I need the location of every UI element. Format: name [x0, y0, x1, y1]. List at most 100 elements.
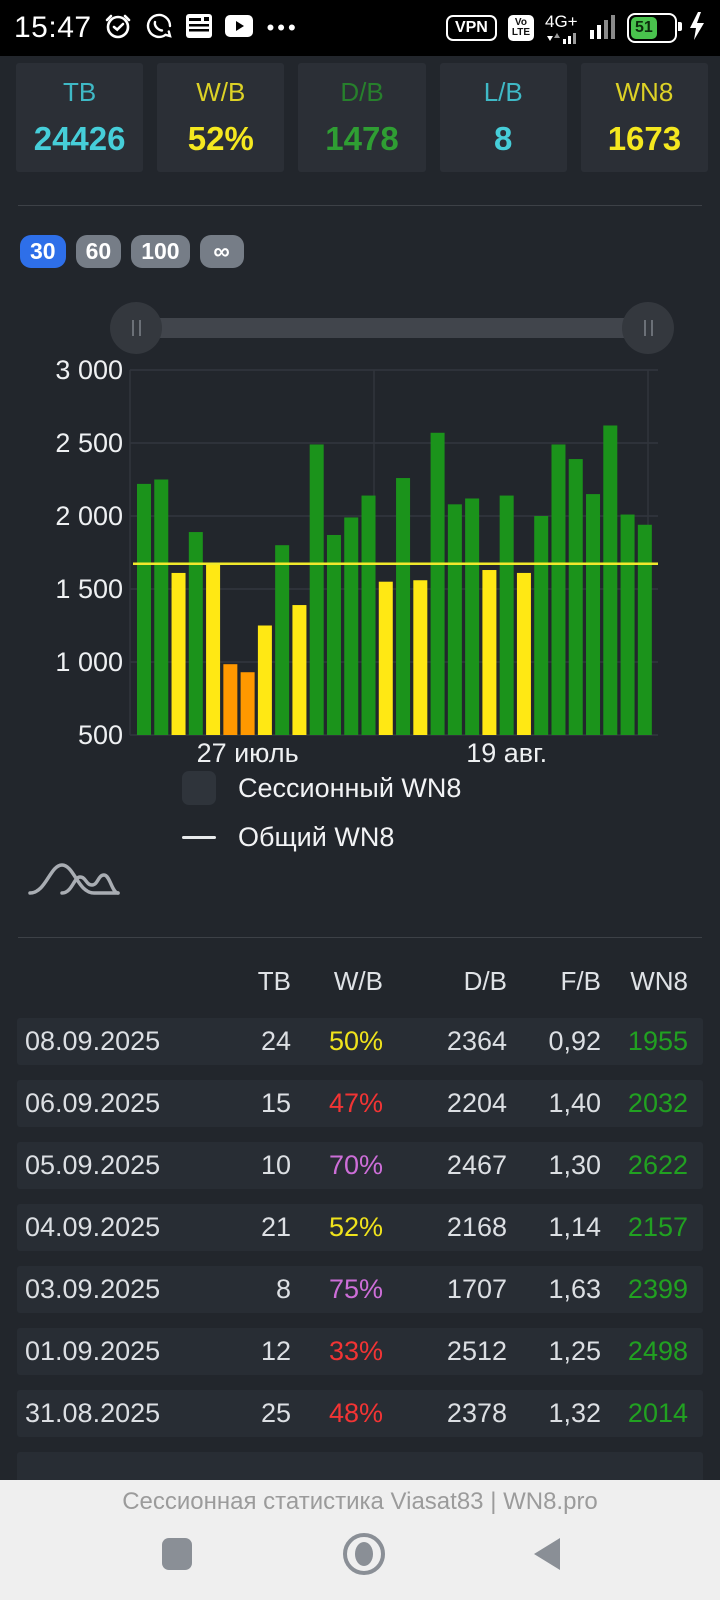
- cell-tb: 12: [260, 1336, 291, 1366]
- session-bar: [482, 570, 497, 735]
- range-slider[interactable]: [0, 301, 720, 355]
- session-bar: [292, 605, 307, 735]
- session-bar: [396, 478, 411, 735]
- cell-wn8: 2032: [627, 1088, 688, 1118]
- y-axis-tick: 2 500: [55, 428, 123, 458]
- table-row[interactable]: 01.09.2025 12 33% 2512 1,25 2498: [17, 1328, 703, 1375]
- session-bar: [326, 534, 341, 735]
- period-chip-30[interactable]: 30: [20, 235, 66, 268]
- period-chip-60[interactable]: 60: [75, 235, 122, 268]
- stat-card: TB 24426: [16, 63, 144, 172]
- divider: [18, 937, 702, 938]
- cell-fb: 0,92: [548, 1026, 601, 1056]
- table-row[interactable]: 31.08.2025 25 48% 2378 1,32 2014: [17, 1390, 703, 1437]
- cell-tb: 15: [260, 1088, 291, 1118]
- cell-wb: 75%: [328, 1274, 383, 1304]
- volte-badge: Vo LTE: [507, 15, 534, 41]
- signal-bars-icon: [590, 13, 616, 44]
- page-caption: Сессионная статистика Viasat83 | WN8.pro: [122, 1488, 598, 1515]
- session-bar: [447, 504, 462, 735]
- cell-fb: 1,32: [548, 1398, 601, 1428]
- cell-fb: 1,40: [548, 1088, 601, 1118]
- period-chip-∞[interactable]: ∞: [199, 235, 244, 268]
- slider-track[interactable]: [136, 318, 648, 338]
- session-bar: [154, 479, 169, 735]
- cell-db: 2364: [446, 1026, 507, 1056]
- col-header-wb: W/B: [333, 965, 383, 996]
- signal-arrows-icon: [547, 32, 576, 44]
- table-row[interactable]: 03.09.2025 8 75% 1707 1,63 2399: [17, 1266, 703, 1313]
- session-bar: [240, 672, 255, 735]
- col-header-tb: TB: [257, 965, 291, 996]
- cell-wn8: 2157: [627, 1212, 688, 1242]
- period-chip-100[interactable]: 100: [131, 235, 190, 268]
- clock-time: 15:47: [14, 11, 92, 44]
- session-bar: [551, 444, 566, 735]
- cell-tb: 8: [275, 1274, 291, 1304]
- legend-line-swatch: [182, 835, 216, 840]
- charging-bolt-icon: [688, 11, 706, 45]
- android-navbar: [160, 1532, 560, 1581]
- session-bar: [568, 459, 583, 735]
- table-row[interactable]: 05.09.2025 10 70% 2467 1,30 2622: [17, 1142, 703, 1189]
- session-bar: [171, 572, 186, 735]
- table-row-partial[interactable]: [17, 1452, 703, 1480]
- stat-card-value: 8: [494, 120, 513, 157]
- legend-item-session: Сессионный WN8: [182, 771, 461, 805]
- cell-wb: 70%: [328, 1150, 383, 1180]
- home-button[interactable]: [342, 1532, 386, 1581]
- col-header-wn8: WN8: [630, 965, 688, 996]
- stat-card-value: 1673: [607, 120, 682, 157]
- stat-card: L/B 8: [439, 63, 567, 172]
- cell-tb: 21: [260, 1212, 291, 1242]
- youtube-icon: [224, 14, 254, 43]
- session-bar: [499, 495, 514, 735]
- whatsapp-icon: [144, 11, 174, 46]
- network-type: 4G+: [545, 13, 579, 44]
- back-button[interactable]: [534, 1538, 560, 1575]
- cell-date: 06.09.2025: [25, 1088, 161, 1118]
- cell-fb: 1,63: [548, 1274, 601, 1304]
- stat-card-label: D/B: [340, 77, 384, 107]
- cell-date: 08.09.2025: [25, 1026, 161, 1056]
- cell-tb: 24: [260, 1026, 291, 1056]
- session-bar: [620, 514, 635, 735]
- more-notifications-icon: •••: [266, 15, 299, 40]
- cell-fb: 1,14: [548, 1212, 601, 1242]
- y-axis-tick: 3 000: [55, 355, 123, 385]
- y-axis-tick: 1 500: [55, 574, 123, 604]
- legend-swatch-bars: [182, 771, 216, 805]
- cell-date: 05.09.2025: [25, 1150, 161, 1180]
- table-row[interactable]: 08.09.2025 24 50% 2364 0,92 1955: [17, 1018, 703, 1065]
- stat-card-value: 1478: [325, 120, 399, 157]
- cell-date: 31.08.2025: [25, 1398, 161, 1428]
- table-row[interactable]: 06.09.2025 15 47% 2204 1,40 2032: [17, 1080, 703, 1127]
- session-bar: [378, 581, 393, 735]
- session-bar: [257, 625, 272, 735]
- footer-bar: Сессионная статистика Viasat83 | WN8.pro: [0, 1480, 720, 1600]
- session-bar: [361, 495, 376, 735]
- session-bar: [430, 432, 445, 735]
- cell-wn8: 2498: [627, 1336, 688, 1366]
- y-axis-tick: 1 000: [55, 647, 123, 677]
- battery-indicator: 51: [627, 13, 682, 43]
- session-bar: [275, 545, 290, 735]
- session-bar: [586, 494, 601, 735]
- notes-icon: [185, 13, 213, 44]
- session-bar: [137, 483, 151, 735]
- cell-fb: 1,25: [548, 1336, 601, 1366]
- cell-wb: 50%: [328, 1026, 383, 1056]
- slider-handle-left[interactable]: [110, 302, 162, 354]
- table-row[interactable]: 04.09.2025 21 52% 2168 1,14 2157: [17, 1204, 703, 1251]
- y-axis-tick: 2 000: [55, 501, 123, 531]
- divider: [18, 205, 702, 206]
- cell-db: 2378: [446, 1398, 507, 1428]
- cell-wn8: 2399: [627, 1274, 688, 1304]
- slider-handle-right[interactable]: [622, 302, 674, 354]
- recents-button[interactable]: [160, 1537, 194, 1576]
- session-bar: [465, 498, 480, 735]
- cell-wb: 47%: [328, 1088, 383, 1118]
- col-header-fb: F/B: [560, 965, 601, 996]
- session-bar: [188, 532, 203, 735]
